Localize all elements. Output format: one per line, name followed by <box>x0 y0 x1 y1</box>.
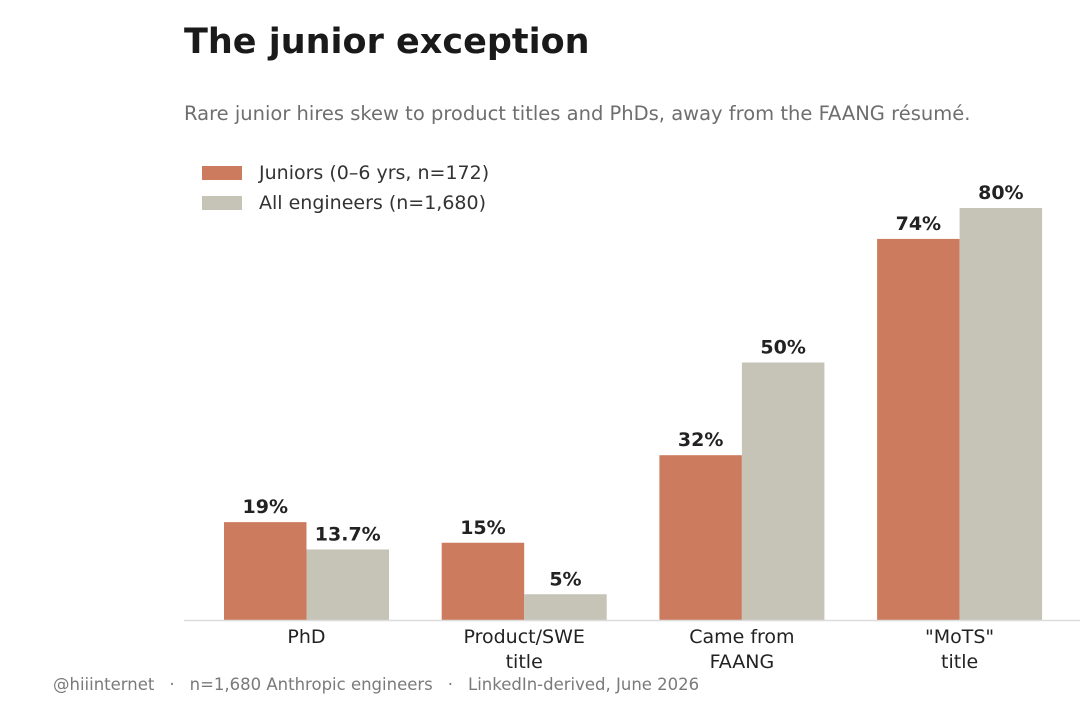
bar-all-engineers-came-from-faang <box>741 362 825 620</box>
data-label-all-engineers-product-swe-title: 5% <box>549 568 581 590</box>
chart-title: The junior exception <box>184 22 590 62</box>
tick-label-phd: PhD <box>287 626 325 648</box>
data-label-all-engineers-phd: 13.7% <box>315 523 381 545</box>
tick-label-product-swe-title: Product/SWE title <box>463 626 584 673</box>
legend: Juniors (0–6 yrs, n=172) All engineers (… <box>202 158 489 218</box>
legend-swatch-all-engineers <box>202 196 242 210</box>
data-label-all-engineers-mots-title: 80% <box>978 182 1023 204</box>
legend-item-all-engineers: All engineers (n=1,680) <box>202 188 489 218</box>
legend-label-juniors: Juniors (0–6 yrs, n=172) <box>259 162 490 184</box>
data-label-juniors-phd: 19% <box>243 496 288 518</box>
legend-item-juniors: Juniors (0–6 yrs, n=172) <box>202 158 489 188</box>
legend-swatch-juniors <box>202 166 242 180</box>
bar-all-engineers-product-swe-title <box>524 594 607 620</box>
footer-sample: n=1,680 Anthropic engineers <box>189 675 433 694</box>
footer-handle: @hiiinternet <box>53 675 155 694</box>
footer-separator: · <box>169 675 175 694</box>
data-label-juniors-product-swe-title: 15% <box>460 517 505 539</box>
data-label-juniors-came-from-faang: 32% <box>678 429 723 451</box>
bar-juniors-product-swe-title <box>441 542 525 620</box>
footer-separator: · <box>447 675 454 694</box>
bar-all-engineers-phd <box>306 549 389 620</box>
bar-juniors-came-from-faang <box>659 455 742 620</box>
bar-juniors-mots-title <box>877 238 960 620</box>
bar-all-engineers-mots-title <box>959 208 1043 620</box>
footer-source: LinkedIn-derived, June 2026 <box>468 675 700 694</box>
legend-label-all-engineers: All engineers (n=1,680) <box>259 192 487 214</box>
bar-juniors-phd <box>224 522 307 620</box>
footer: @hiiinternet · n=1,680 Anthropic engineers… <box>53 675 699 694</box>
chart-subtitle: Rare junior hires skew to product titles… <box>184 102 971 125</box>
tick-label-mots-title: "MoTS" title <box>925 626 994 673</box>
data-label-all-engineers-came-from-faang: 50% <box>760 337 805 359</box>
tick-label-came-from-faang: Came from FAANG <box>689 626 794 673</box>
data-label-juniors-mots-title: 74% <box>896 213 941 235</box>
